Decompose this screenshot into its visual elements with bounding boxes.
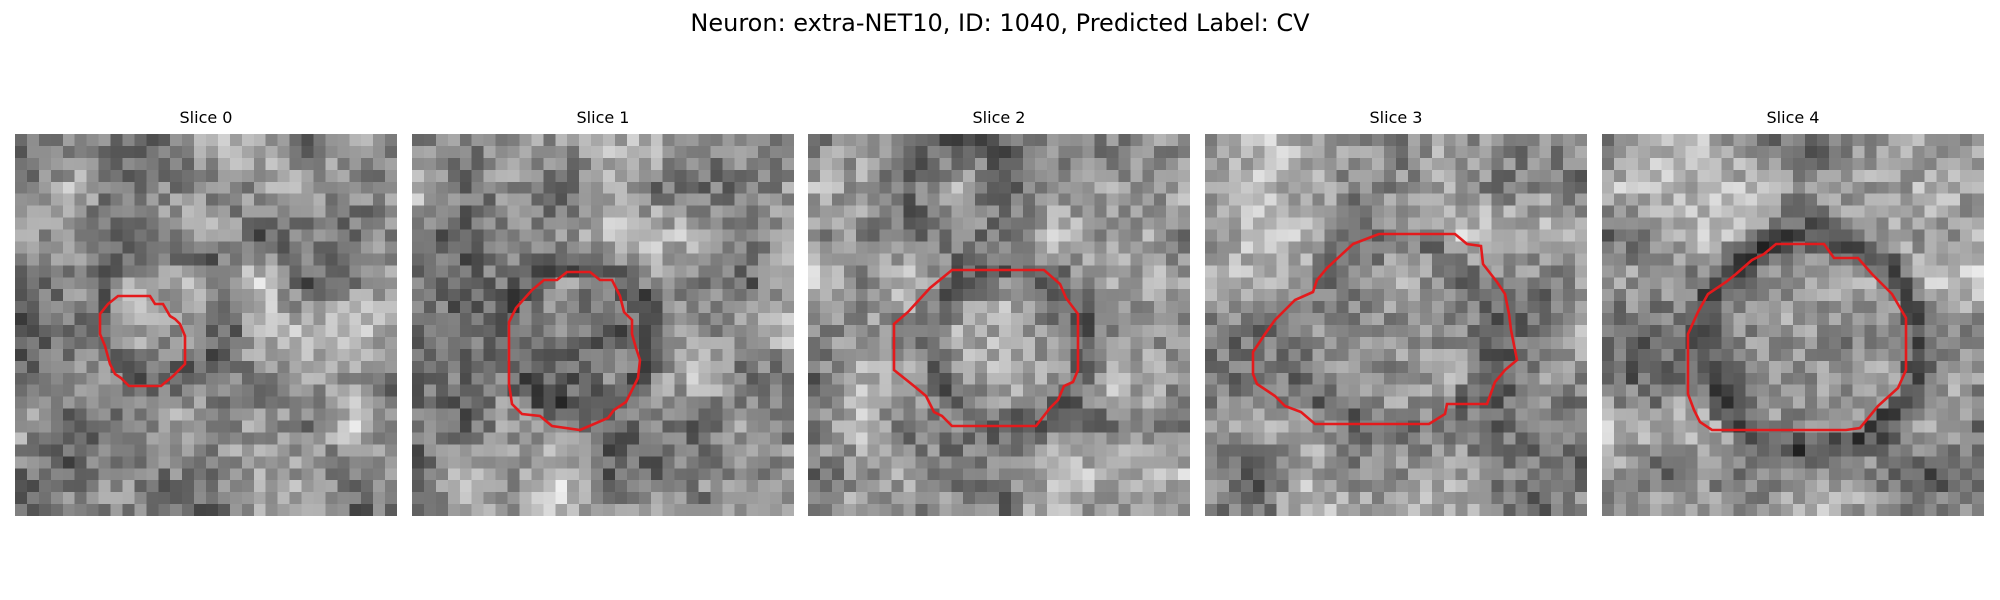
roi-contour-overlay <box>98 294 187 388</box>
microscopy-image <box>808 134 1190 516</box>
slice-panel-4: Slice 4 <box>1602 108 1984 520</box>
slice-panel-0: Slice 0 <box>15 108 397 520</box>
roi-contour <box>1686 242 1908 432</box>
roi-contour-overlay <box>507 270 642 432</box>
slice-panel-3: Slice 3 <box>1205 108 1587 520</box>
slice-title: Slice 0 <box>179 108 233 127</box>
grayscale-patch <box>412 134 794 516</box>
microscopy-image <box>15 134 397 516</box>
roi-contour-overlay <box>892 268 1080 428</box>
microscopy-image <box>412 134 794 516</box>
slice-panel-2: Slice 2 <box>808 108 1190 520</box>
slice-title: Slice 3 <box>1369 108 1423 127</box>
grayscale-patch <box>15 134 397 516</box>
figure-title: Neuron: extra-NET10, ID: 1040, Predicted… <box>690 9 1310 37</box>
roi-contour-overlay <box>1686 242 1908 432</box>
roi-contour <box>98 294 187 388</box>
grayscale-patch <box>808 134 1190 516</box>
microscopy-image <box>1602 134 1984 516</box>
roi-contour-overlay <box>1251 232 1519 426</box>
slice-title: Slice 4 <box>1766 108 1820 127</box>
slice-title: Slice 1 <box>576 108 630 127</box>
slice-title: Slice 2 <box>972 108 1026 127</box>
roi-contour <box>507 270 642 432</box>
roi-contour <box>892 268 1080 428</box>
roi-contour <box>1251 232 1519 426</box>
microscopy-image <box>1205 134 1587 516</box>
grayscale-patch <box>1602 134 1984 516</box>
slice-panel-1: Slice 1 <box>412 108 794 520</box>
grayscale-patch <box>1205 134 1587 516</box>
